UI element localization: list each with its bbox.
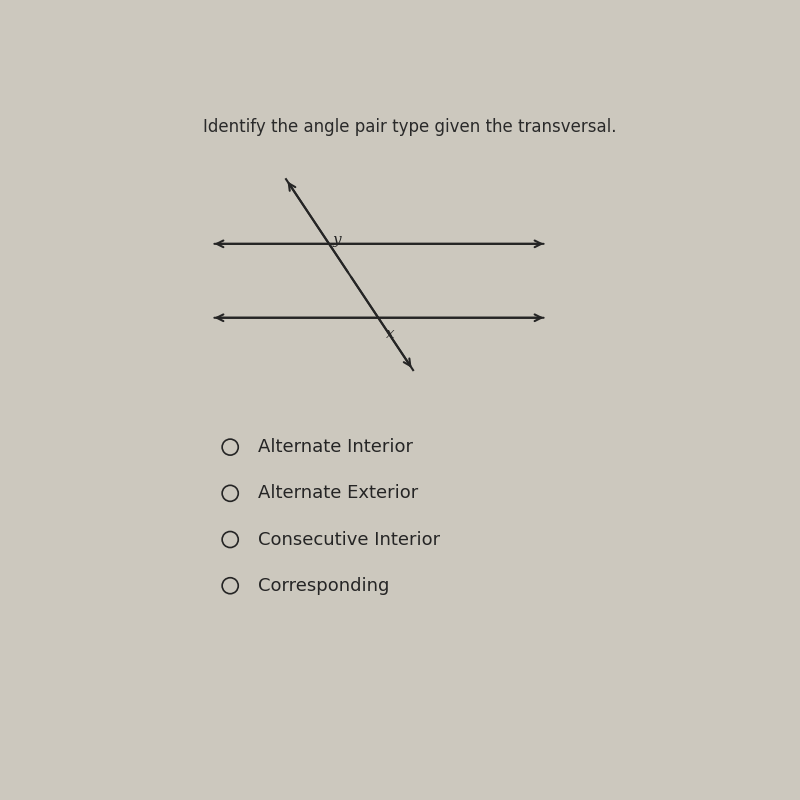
Text: x: x xyxy=(386,327,395,341)
Text: y: y xyxy=(333,233,341,246)
Text: Alternate Exterior: Alternate Exterior xyxy=(258,484,418,502)
Text: Consecutive Interior: Consecutive Interior xyxy=(258,530,440,549)
Text: Alternate Interior: Alternate Interior xyxy=(258,438,413,456)
Text: Corresponding: Corresponding xyxy=(258,577,390,594)
Text: Identify the angle pair type given the transversal.: Identify the angle pair type given the t… xyxy=(203,118,617,136)
